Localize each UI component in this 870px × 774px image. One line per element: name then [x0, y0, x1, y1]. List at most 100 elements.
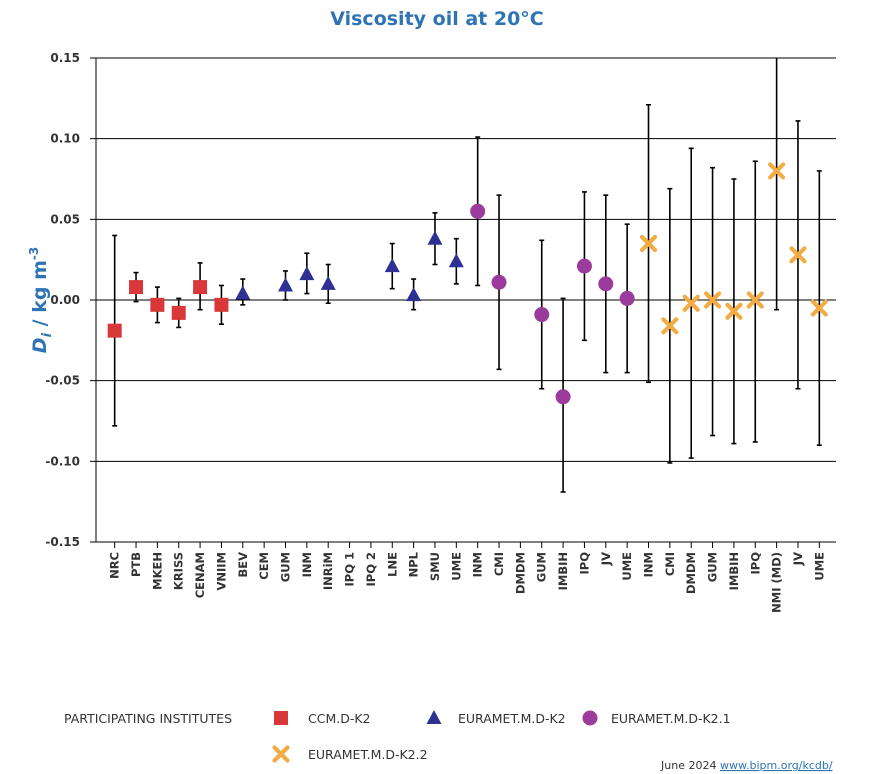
cross-stroke	[661, 317, 679, 335]
x-tick-label: GUM	[535, 552, 549, 582]
cross-stroke	[682, 294, 700, 312]
y-tick-label: 0.00	[50, 293, 80, 307]
data-point	[278, 277, 293, 292]
error-bars	[112, 58, 822, 493]
legend-label: EURAMET.M.D-K2.1	[611, 711, 731, 726]
x-tick-label: IPQ 1	[343, 552, 357, 587]
y-tick-label: 0.10	[50, 132, 80, 146]
x-tick-label: INM	[642, 552, 656, 577]
data-point	[107, 323, 122, 338]
x-tick-label: JV	[599, 552, 613, 566]
x-tick-label: CENAM	[193, 552, 207, 598]
y-axis-label: Di / kg m-3	[27, 247, 55, 353]
legend-label: CCM.D-K2	[308, 711, 371, 726]
x-tick-label: GUM	[279, 552, 293, 582]
data-point	[448, 253, 464, 268]
data-markers	[107, 162, 828, 405]
x-tick-label: VNIIM	[214, 552, 228, 591]
y-tick-label: -0.05	[45, 374, 80, 388]
data-point	[214, 297, 229, 312]
chart-title: Viscosity oil at 20°C	[330, 8, 544, 30]
legend-label: EURAMET.M.D-K2.2	[308, 747, 428, 762]
data-point	[789, 246, 807, 264]
kcdb-link[interactable]: www.bipm.org/kcdb/	[720, 759, 833, 772]
data-point	[619, 290, 635, 306]
x-tick-label: JV	[791, 552, 805, 566]
legend: PARTICIPATING INSTITUTES CCM.D-K2 EURAMET…	[64, 710, 731, 763]
x-tick-label: KRISS	[172, 552, 186, 590]
x-tick-label: IPQ	[577, 552, 591, 575]
data-point	[661, 317, 679, 335]
data-point	[171, 305, 186, 320]
y-axis-label-symbol: D	[29, 337, 51, 353]
x-tick-label: CMI	[663, 552, 677, 576]
data-point	[598, 276, 614, 292]
x-tick-label: NPL	[407, 551, 421, 577]
data-point	[427, 230, 443, 245]
x-tick-label: DMDM	[684, 552, 698, 594]
data-point	[235, 285, 251, 300]
x-tick-label: CMI	[492, 552, 506, 576]
data-point	[299, 266, 315, 281]
x-tick-label: IPQ 2	[364, 552, 378, 587]
x-tick-label: UME	[620, 552, 634, 581]
x-tick-label: INM	[471, 552, 485, 577]
data-point	[193, 280, 208, 295]
x-tick-label: IMBIH	[556, 552, 570, 590]
data-point	[725, 302, 743, 320]
footer-date: June 2024	[660, 759, 716, 772]
data-point	[703, 291, 722, 309]
legend-item: EURAMET.M.D-K2.2	[272, 745, 428, 763]
data-point	[639, 234, 658, 253]
x-tick-labels: NRC PTB MKEH KRISS CENAM VNIIM BEV CEM GUM INM INR…	[108, 551, 827, 613]
x-tick-label: SMU	[428, 552, 442, 581]
data-point	[810, 299, 828, 317]
y-tick-label: -0.10	[45, 454, 80, 468]
x-tick-label: DMDM	[513, 552, 527, 594]
legend-heading: PARTICIPATING INSTITUTES	[64, 711, 232, 726]
x-tick-label: MKEH	[150, 552, 164, 590]
footer: June 2024 www.bipm.org/kcdb/	[660, 759, 833, 772]
cross-stroke	[272, 745, 290, 763]
y-tick-label: 0.05	[50, 212, 80, 226]
error-bar	[774, 58, 780, 311]
data-point	[320, 275, 336, 290]
legend-marker	[582, 710, 598, 726]
y-tick-label: 0.15	[50, 51, 80, 65]
x-tick-label: NMI (MD)	[770, 552, 784, 613]
cross-stroke	[746, 291, 764, 309]
legend-marker	[426, 710, 442, 724]
data-point	[491, 274, 507, 290]
data-point	[768, 162, 786, 180]
gridlines	[96, 57, 836, 543]
x-tick-label: IPQ	[748, 552, 762, 575]
y-axis-label-units: / kg m	[29, 260, 51, 333]
cross-stroke	[810, 299, 828, 317]
legend-item: EURAMET.M.D-K2.1	[582, 710, 731, 726]
data-point	[384, 258, 400, 273]
data-point	[576, 258, 592, 274]
y-tick-labels: 0.15 0.10 0.05 0.00 -0.05 -0.10 -0.15	[45, 51, 80, 549]
legend-label: EURAMET.M.D-K2	[458, 711, 566, 726]
data-point	[534, 307, 550, 323]
x-tick-label: LNE	[385, 552, 399, 577]
cross-stroke	[789, 246, 807, 264]
legend-item: EURAMET.M.D-K2	[426, 710, 566, 726]
cross-stroke	[768, 162, 786, 180]
x-tick-label: IMBIH	[727, 552, 741, 590]
data-point	[406, 287, 422, 302]
cross-stroke	[703, 291, 722, 309]
x-tick-label: UME	[812, 552, 826, 581]
x-tick-label: INRiM	[321, 552, 335, 590]
x-tick-label: NRC	[108, 552, 122, 579]
legend-marker	[274, 711, 288, 725]
cross-stroke	[725, 302, 743, 320]
x-tick-label: GUM	[706, 552, 720, 582]
data-point	[555, 389, 571, 405]
data-point	[470, 203, 486, 219]
x-tick-label: INM	[300, 552, 314, 577]
cross-stroke	[639, 234, 658, 253]
x-tick-label: UME	[449, 552, 463, 581]
x-tick-label: CEM	[257, 552, 271, 580]
